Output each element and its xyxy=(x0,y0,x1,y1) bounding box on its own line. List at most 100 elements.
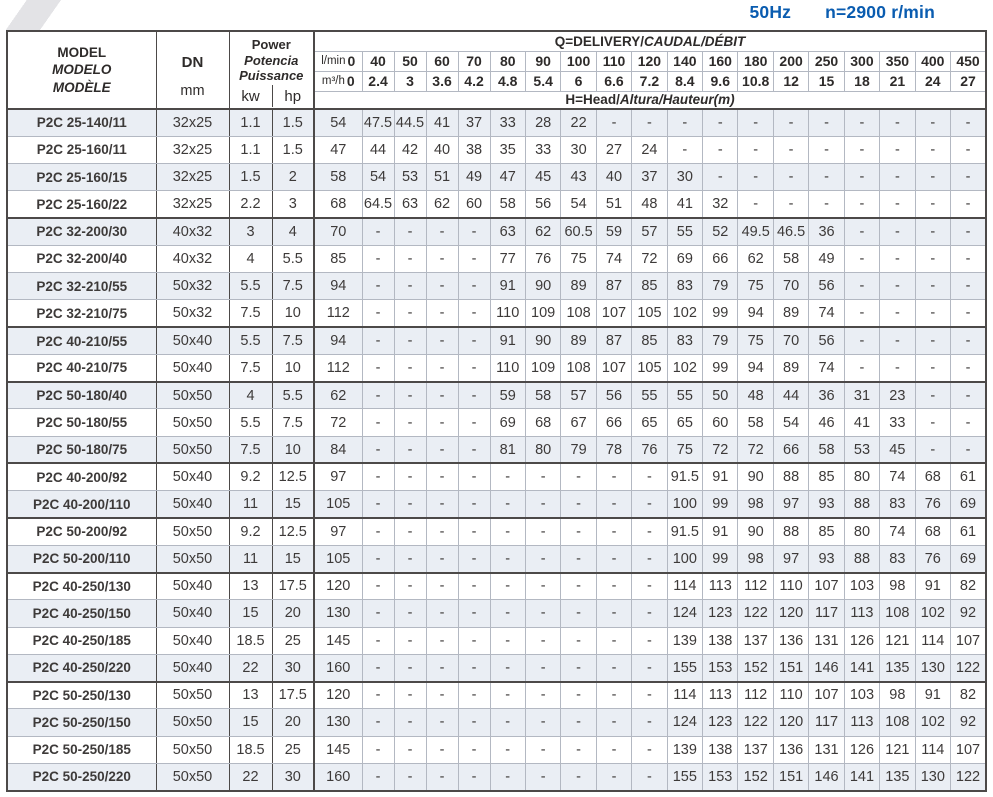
head-value-cell: 123 xyxy=(702,599,739,628)
head-value-cell: 63 xyxy=(394,190,427,220)
head-value-cell: - xyxy=(844,109,881,137)
head-value-cell: 139 xyxy=(667,736,704,764)
head-value-cell: - xyxy=(362,736,395,764)
head-value-cell: - xyxy=(458,327,491,355)
head-value-cell: 82 xyxy=(950,572,986,601)
flow-m3h-value: 2.4 xyxy=(362,71,395,92)
hp-cell: 20 xyxy=(272,599,316,628)
flow-m3h-value: 27 xyxy=(950,71,986,92)
head-value-cell: 35 xyxy=(490,136,526,165)
head-value-cell: 121 xyxy=(879,736,916,764)
head-value-cell: 58 xyxy=(314,163,363,192)
head-value-cell: 153 xyxy=(702,654,739,683)
head-value-cell: 60 xyxy=(458,190,491,220)
head-value-cell: 72 xyxy=(702,436,739,465)
head-value-cell: - xyxy=(394,736,427,764)
head-value-cell: 78 xyxy=(596,436,633,465)
kw-cell: 11 xyxy=(229,490,273,519)
kw-cell: 7.5 xyxy=(229,436,273,465)
head-value-cell: - xyxy=(737,163,774,192)
head-value-cell: - xyxy=(490,654,526,683)
head-value-cell: 70 xyxy=(773,327,810,355)
head-value-cell: - xyxy=(362,272,395,301)
head-value-cell: - xyxy=(394,599,427,628)
head-value-cell: 74 xyxy=(808,299,845,329)
head-value-cell: 83 xyxy=(879,490,916,519)
head-value-cell: 27 xyxy=(596,136,633,165)
head-value-cell: - xyxy=(596,736,633,764)
head-value-cell: - xyxy=(915,109,952,137)
head-value-cell: - xyxy=(458,245,491,274)
model-cell: P2C 40-250/220 xyxy=(7,654,157,683)
head-value-cell: 24 xyxy=(631,136,668,165)
head-value-cell: 103 xyxy=(844,681,881,710)
head-value-cell: 98 xyxy=(737,545,774,574)
table-row: P2C 50-250/150 50x50 15 20 130- - - - - - - - -124 12… xyxy=(7,708,986,737)
table-row: P2C 40-210/55 50x40 5.5 7.5 94- - - -91 90 89 87 85… xyxy=(7,327,986,355)
head-value-cell: 100 xyxy=(667,545,704,574)
head-value-cell: 66 xyxy=(702,245,739,274)
head-value-cell: 94 xyxy=(314,327,363,355)
head-value-cell: 120 xyxy=(773,708,810,737)
head-value-cell: 56 xyxy=(596,381,633,410)
head-value-cell: 61 xyxy=(950,463,986,492)
head-value-cell: 60.5 xyxy=(560,218,597,246)
head-value-cell: - xyxy=(808,136,845,165)
head-value-cell: - xyxy=(667,109,704,137)
head-value-cell: - xyxy=(426,218,459,246)
hp-cell: 1.5 xyxy=(272,109,316,137)
head-value-cell: 117 xyxy=(808,708,845,737)
head-value-cell: 88 xyxy=(844,545,881,574)
head-value-cell: - xyxy=(490,763,526,791)
head-value-cell: 152 xyxy=(737,763,774,791)
head-value-cell: 69 xyxy=(490,408,526,437)
table-row: P2C 50-180/75 50x50 7.5 10 84- - - -81 80 79 78 76 7… xyxy=(7,436,986,465)
head-value-cell: 90 xyxy=(737,517,774,546)
head-value-cell: - xyxy=(362,327,395,355)
head-value-cell: - xyxy=(808,163,845,192)
head-value-cell: 79 xyxy=(702,272,739,301)
head-value-cell: - xyxy=(458,490,491,519)
table-row: P2C 25-160/11 32x25 1.1 1.5 47 44 42 40 38 35 33 30… xyxy=(7,136,986,165)
head-value-cell: 58 xyxy=(525,381,562,410)
dn-cell: 50x50 xyxy=(156,708,230,737)
head-value-cell: 75 xyxy=(737,327,774,355)
head-value-cell: - xyxy=(844,218,881,246)
kw-cell: 18.5 xyxy=(229,736,273,764)
power-header-fr: Puissance xyxy=(239,68,304,84)
head-value-cell: - xyxy=(490,681,526,710)
delivery-header: Q=DELIVERY/CAUDAL/DÉBIT xyxy=(314,31,986,52)
head-value-cell: 65 xyxy=(631,408,668,437)
head-value-cell: - xyxy=(394,354,427,383)
head-value-cell: 76 xyxy=(525,245,562,274)
head-value-cell: 90 xyxy=(525,327,562,355)
flow-lmin-value: 90 xyxy=(525,51,562,72)
head-value-cell: 113 xyxy=(844,599,881,628)
head-value-cell: 93 xyxy=(808,545,845,574)
head-value-cell: - xyxy=(631,654,668,683)
kw-cell: 2.2 xyxy=(229,190,273,220)
model-cell: P2C 25-160/15 xyxy=(7,163,157,192)
kw-cell: 9.2 xyxy=(229,517,273,546)
head-value-cell: 49 xyxy=(808,245,845,274)
head-value-cell: 112 xyxy=(737,681,774,710)
flow-lmin-value: 100 xyxy=(560,51,597,72)
dn-cell: 32x25 xyxy=(156,163,230,192)
head-value-cell: 99 xyxy=(702,299,739,329)
hp-cell: 4 xyxy=(272,218,316,246)
model-cell: P2C 25-160/11 xyxy=(7,136,157,165)
head-value-cell: - xyxy=(490,627,526,655)
head-value-cell: - xyxy=(631,681,668,710)
head-value-cell: - xyxy=(458,572,491,601)
head-value-cell: - xyxy=(458,354,491,383)
flow-m3h-value: 4.2 xyxy=(458,71,491,92)
head-value-cell: - xyxy=(458,736,491,764)
head-value-cell: 22 xyxy=(560,109,597,137)
head-value-cell: 93 xyxy=(808,490,845,519)
model-cell: P2C 32-200/30 xyxy=(7,218,157,246)
flow-m3h-value: 6.6 xyxy=(596,71,633,92)
head-value-cell: 131 xyxy=(808,627,845,655)
table-row: P2C 40-250/130 50x40 13 17.5 120- - - - - - - - -114… xyxy=(7,572,986,601)
head-value-cell: 54 xyxy=(314,109,363,137)
head-value-cell: 108 xyxy=(879,708,916,737)
